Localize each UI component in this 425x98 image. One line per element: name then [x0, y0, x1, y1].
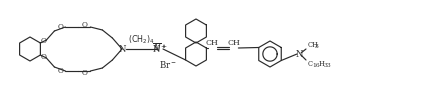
Text: 3: 3	[314, 44, 318, 49]
Text: Br$^-$: Br$^-$	[159, 59, 177, 70]
Text: $N^+$: $N^+$	[153, 43, 167, 54]
Text: N: N	[118, 44, 126, 54]
Text: O: O	[40, 53, 46, 61]
Text: CH: CH	[308, 41, 319, 49]
Text: N: N	[295, 49, 303, 59]
Text: 16: 16	[312, 63, 320, 68]
Text: O: O	[82, 21, 87, 29]
Text: O: O	[58, 67, 64, 75]
Text: O: O	[40, 37, 46, 45]
Text: H: H	[319, 60, 325, 68]
Text: $\mathregular{\overline{N}}^+$: $\mathregular{\overline{N}}^+$	[153, 41, 167, 55]
Text: CH: CH	[206, 39, 219, 46]
Text: $\mathrm{(CH_2)_4}$: $\mathrm{(CH_2)_4}$	[128, 34, 155, 46]
Text: CH: CH	[228, 39, 241, 46]
Text: O: O	[82, 69, 87, 77]
Text: 33: 33	[324, 63, 332, 68]
Text: O: O	[58, 23, 64, 31]
Text: C: C	[308, 60, 313, 68]
